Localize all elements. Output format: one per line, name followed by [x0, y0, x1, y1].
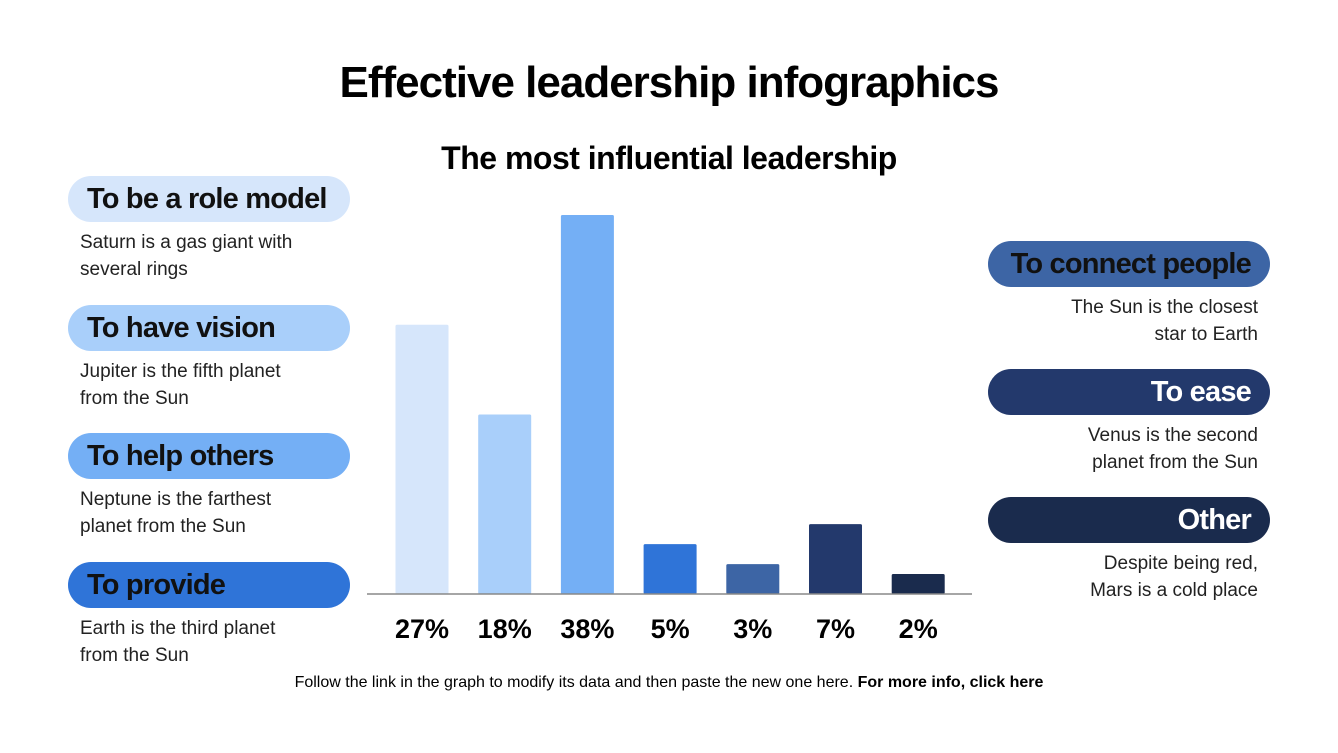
legend-pill: To help others — [68, 433, 350, 479]
description-line: planet from the Sun — [1092, 452, 1258, 473]
bar — [643, 544, 697, 594]
value-label: 38% — [560, 614, 614, 644]
footer: Follow the link in the graph to modify i… — [0, 674, 1338, 692]
description-line: several rings — [80, 259, 188, 280]
bar — [560, 215, 614, 594]
value-label: 2% — [899, 614, 938, 644]
value-label: 3% — [733, 614, 772, 644]
legend-pill: To have vision — [68, 304, 350, 351]
subtitle: The most influential leadership — [441, 140, 897, 176]
description: Neptune is the farthest planet from the S… — [80, 486, 380, 540]
legend-pill: To provide — [68, 561, 350, 608]
description-line: Jupiter is the fifth planet — [80, 360, 281, 382]
description-line: Earth is the third planet — [80, 617, 276, 639]
description-line: Despite being red, — [1103, 553, 1258, 574]
description-line: from the Sun — [80, 387, 189, 409]
footer-text: Follow the link in the graph to modify i… — [294, 674, 854, 691]
value-label: 5% — [651, 614, 690, 644]
description: The Sun is the closest star to Earth — [958, 294, 1258, 348]
description-line: The Sun is the closest — [1071, 297, 1258, 318]
bar — [478, 414, 532, 594]
description-line: Saturn is a gas giant with — [80, 232, 293, 253]
description-line: Neptune is the farthest — [80, 489, 272, 510]
legend-pill: To be a role model — [68, 176, 350, 222]
description: Saturn is a gas giant with several rings — [80, 229, 380, 283]
description-line: Venus is the second — [1087, 425, 1258, 446]
description-line: from the Sun — [80, 644, 189, 666]
bar — [891, 574, 945, 594]
legend-pill: To connect people — [988, 241, 1270, 287]
description: Despite being red, Mars is a cold place — [958, 550, 1258, 604]
description: Jupiter is the fifth planet from the Sun — [80, 358, 380, 412]
value-label: 18% — [478, 614, 532, 644]
bar — [809, 524, 862, 594]
title: Effective leadership infographics — [339, 58, 1000, 107]
info-link[interactable]: For more info, click here — [857, 674, 1044, 691]
legend-pill: Other — [988, 497, 1270, 543]
description: Venus is the second planet from the Sun — [958, 422, 1258, 476]
bar — [395, 324, 449, 594]
value-label: 27% — [395, 614, 449, 644]
legend-pill: To ease — [988, 369, 1270, 415]
description-line: planet from the Sun — [80, 516, 246, 537]
value-label: 7% — [816, 614, 855, 644]
description-line: Mars is a cold place — [1090, 580, 1258, 601]
description-line: star to Earth — [1154, 324, 1259, 345]
description: Earth is the third planet from the Sun — [80, 615, 380, 669]
bar — [726, 564, 780, 594]
